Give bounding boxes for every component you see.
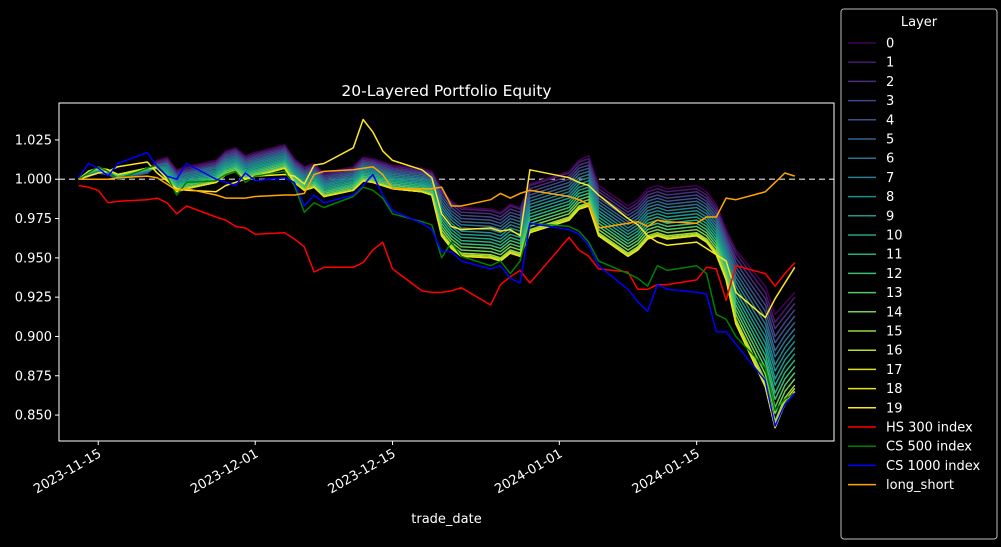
legend-label: 5 [886, 133, 894, 148]
legend-label: 13 [886, 286, 903, 301]
legend-label: 18 [886, 382, 903, 397]
legend-label: 14 [886, 305, 903, 320]
y-tick-label: 0.925 [15, 291, 52, 306]
legend-label: HS 300 index [886, 421, 973, 436]
series-line-14 [78, 165, 796, 415]
series-line-long_short [78, 165, 796, 229]
y-tick-label: 0.900 [15, 330, 52, 345]
y-tick-label: 0.950 [15, 251, 52, 266]
legend-label: 17 [886, 363, 903, 378]
legend-label: 8 [886, 190, 894, 205]
legend-label: 10 [886, 229, 903, 244]
legend-label: 6 [886, 152, 894, 167]
y-tick-label: 0.875 [15, 369, 52, 384]
legend-label: 11 [886, 248, 903, 263]
legend-label: 12 [886, 267, 903, 282]
legend-label: CS 1000 index [886, 459, 981, 474]
series-line-hs-300-index [78, 184, 796, 306]
series-lines [59, 118, 834, 429]
legend-label: CS 500 index [886, 440, 972, 455]
y-tick-label: 1.000 [15, 173, 52, 188]
legend-box [840, 8, 998, 540]
series-line-9 [78, 158, 796, 380]
legend-label: 0 [886, 37, 894, 52]
legend-label: long_short [886, 478, 954, 493]
legend-title: Layer [901, 15, 938, 30]
legend-label: 1 [886, 56, 894, 71]
chart-title: 20-Layered Portfolio Equity [341, 82, 551, 100]
legend-label: 2 [886, 75, 894, 90]
series-line-3 [78, 148, 796, 338]
y-tick-label: 0.850 [15, 409, 52, 424]
series-line-cs-1000-index [77, 151, 796, 427]
legend-label: 16 [886, 344, 903, 359]
y-tick-label: 0.975 [15, 212, 52, 227]
y-tick-label: 1.025 [15, 133, 52, 148]
series-line-8 [78, 156, 796, 372]
legend-label: 7 [886, 171, 894, 186]
series-line-cs-500-index [78, 164, 796, 412]
legend-label: 9 [886, 209, 894, 224]
series-line-6 [78, 153, 796, 358]
series-line-2 [78, 147, 796, 330]
plot-frame [58, 102, 835, 442]
x-axis-label: trade_date [411, 512, 481, 527]
legend-label: 4 [886, 113, 894, 128]
legend-label: 3 [886, 94, 894, 109]
series-line-10 [78, 159, 796, 386]
legend-label: 15 [886, 325, 903, 340]
series-line-12 [78, 162, 796, 401]
series-line-7 [78, 154, 796, 366]
legend-label: 19 [886, 401, 903, 416]
